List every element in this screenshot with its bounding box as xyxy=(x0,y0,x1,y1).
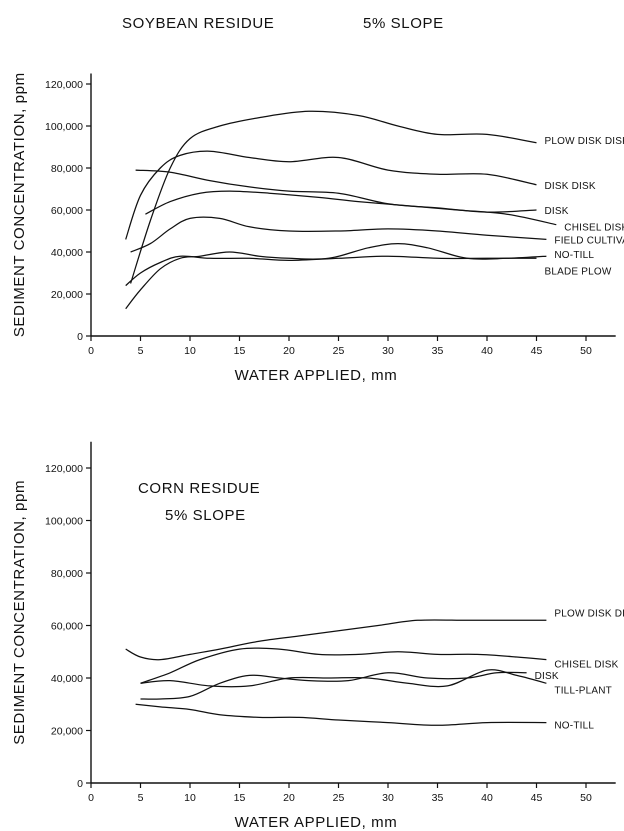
x-tick-label: 30 xyxy=(382,345,394,357)
y-axis-title: SEDIMENT CONCENTRATION, ppm xyxy=(11,480,28,745)
y-tick-label: 60,000 xyxy=(51,205,83,217)
series-line-blade-plow xyxy=(125,255,537,287)
y-tick-label: 60,000 xyxy=(51,621,83,633)
x-tick-label: 25 xyxy=(333,345,345,357)
y-tick-label: 20,000 xyxy=(51,726,83,738)
x-axis-title: WATER APPLIED, mm xyxy=(235,367,398,384)
y-tick-label: 40,000 xyxy=(51,673,83,685)
x-tick-label: 0 xyxy=(88,345,94,357)
chart-subtitle: 5% SLOPE xyxy=(165,507,246,524)
x-tick-label: 40 xyxy=(481,792,493,804)
x-tick-label: 0 xyxy=(88,792,94,804)
series-label-disk: DISK xyxy=(545,206,569,217)
series-line-field-cultivate xyxy=(130,216,547,253)
y-tick-label: 0 xyxy=(77,331,83,343)
x-tick-label: 20 xyxy=(283,345,295,357)
series-label-disk: DISK xyxy=(535,671,559,682)
x-tick-label: 45 xyxy=(531,792,543,804)
series-label-chisel-disk: CHISEL DISK xyxy=(564,223,624,234)
x-axis-title: WATER APPLIED, mm xyxy=(235,814,398,831)
x-tick-label: 10 xyxy=(184,792,196,804)
x-tick-label: 5 xyxy=(138,792,144,804)
series-label-till-plant: TILL-PLANT xyxy=(554,685,612,696)
series-label-no-till: NO-TILL xyxy=(554,250,594,261)
chart-subtitle: 5% SLOPE xyxy=(363,15,444,32)
series-label-field-cultivate: FIELD CULTIVATE xyxy=(554,235,624,246)
corn-residue-chart: 0 5 10 15 20 25 30 35 40 45 50 0 20,000 40,000 60,000 8… xyxy=(11,441,624,831)
y-tick-label: 80,000 xyxy=(51,568,83,580)
soybean-residue-chart: 0 5 10 15 20 25 30 35 40 45 50 0 20,000 40,000 60,000 8… xyxy=(11,15,624,384)
series-line-chisel-disk xyxy=(140,647,547,684)
y-tick-label: 100,000 xyxy=(45,121,83,133)
y-tick-label: 40,000 xyxy=(51,247,83,259)
series-line-plow-disk-disk xyxy=(125,619,547,661)
x-tick-label: 20 xyxy=(283,792,295,804)
x-tick-label: 25 xyxy=(333,792,345,804)
series-label-chisel-disk: CHISEL DISK xyxy=(554,660,618,671)
series-line-no-till xyxy=(135,703,547,726)
y-tick-label: 20,000 xyxy=(51,289,83,301)
series-line-chisel-disk xyxy=(145,190,557,226)
series-label-blade-plow: BLADE PLOW xyxy=(545,266,612,277)
chart-title: SOYBEAN RESIDUE xyxy=(122,15,274,32)
y-axis-title: SEDIMENT CONCENTRATION, ppm xyxy=(11,72,28,337)
chart-title: CORN RESIDUE xyxy=(138,480,260,497)
x-tick-label: 35 xyxy=(432,792,444,804)
x-tick-label: 50 xyxy=(580,792,592,804)
series-line-disk-disk xyxy=(125,150,537,240)
x-tick-label: 15 xyxy=(234,345,246,357)
x-tick-label: 45 xyxy=(531,345,543,357)
y-tick-label: 120,000 xyxy=(45,79,83,91)
x-tick-label: 30 xyxy=(382,792,394,804)
series-label-plow-disk-disk: PLOW DISK DISK xyxy=(545,136,624,147)
x-tick-label: 35 xyxy=(432,345,444,357)
series-label-disk-disk: DISK DISK xyxy=(545,181,596,192)
x-tick-label: 10 xyxy=(184,345,196,357)
series-line-plow-disk-disk xyxy=(130,110,537,284)
series-line-no-till xyxy=(125,242,547,310)
x-tick-label: 5 xyxy=(138,345,144,357)
y-tick-label: 100,000 xyxy=(45,516,83,528)
x-tick-label: 50 xyxy=(580,345,592,357)
series-line-disk xyxy=(135,169,537,213)
series-line-till-plant xyxy=(140,669,547,688)
y-tick-label: 0 xyxy=(77,778,83,790)
series-label-plow-disk-disk: PLOW DISK DISK xyxy=(554,608,624,619)
x-tick-label: 40 xyxy=(481,345,493,357)
series-label-no-till: NO-TILL xyxy=(554,721,594,732)
y-tick-label: 80,000 xyxy=(51,163,83,175)
x-tick-label: 15 xyxy=(234,792,246,804)
y-tick-label: 120,000 xyxy=(45,463,83,475)
series-line-disk xyxy=(140,671,527,700)
